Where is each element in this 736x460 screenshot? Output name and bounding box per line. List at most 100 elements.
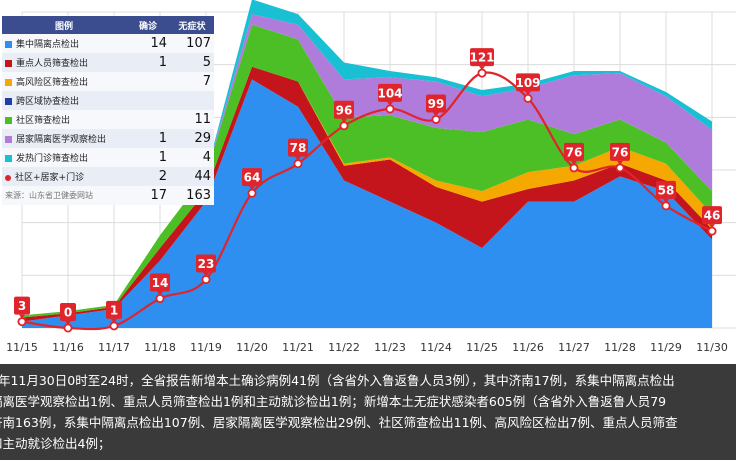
- data-label-box: [334, 100, 354, 119]
- caption-bar: 2年11月30日0时至24时，全省报告新增本土确诊病例41例（含省外入鲁返鲁人员…: [0, 364, 736, 460]
- data-label-box: [378, 83, 402, 102]
- data-label-text: 109: [515, 76, 540, 90]
- legend-confirmed: 1: [158, 55, 167, 70]
- area-series: [22, 79, 712, 328]
- data-label-pointer: [341, 118, 347, 123]
- legend-header-confirmed: 确诊: [126, 16, 170, 34]
- trend-point: [615, 163, 625, 173]
- x-tick-label: 11/22: [328, 341, 360, 354]
- total-confirmed: 17: [150, 188, 167, 203]
- data-label-text: 23: [198, 257, 215, 271]
- data-label-pointer: [433, 112, 439, 117]
- legend-label: 社区筛查检出: [16, 116, 71, 126]
- x-tick-label: 11/26: [512, 341, 544, 354]
- trend-point: [431, 114, 441, 124]
- x-tick-label: 11/23: [374, 341, 406, 354]
- trend-point: [385, 104, 395, 114]
- data-label: 0: [60, 303, 76, 325]
- data-label-text: 121: [469, 51, 494, 65]
- data-label: 99: [426, 94, 446, 117]
- trend-point: [707, 226, 717, 236]
- trend-line-path: [21, 71, 713, 331]
- x-tick-label: 11/27: [558, 341, 590, 354]
- legend-label: 社区+居家+门诊: [15, 173, 85, 183]
- data-label-text: 76: [566, 145, 583, 159]
- data-label-text: 0: [64, 306, 72, 320]
- source-note: 来源：山东省卫健委网站: [5, 191, 93, 200]
- legend-swatch: [5, 41, 12, 48]
- trend-point: [247, 188, 257, 198]
- legend-confirmed: 14: [150, 36, 167, 51]
- data-label-pointer: [157, 291, 163, 296]
- legend-confirmed: 1: [158, 150, 167, 165]
- data-label-pointer: [111, 318, 117, 323]
- data-label-box: [196, 254, 216, 273]
- legend-label: 集中隔离点检出: [16, 40, 80, 50]
- legend-asymptomatic: [170, 91, 214, 110]
- data-label: 1: [106, 300, 122, 323]
- caption-line: 隔离医学观察检出1例、重点人员筛查检出1例和主动就诊检出1例；新增本土无症状感染…: [0, 394, 667, 409]
- data-label-text: 96: [336, 103, 353, 117]
- data-label-text: 46: [704, 209, 721, 223]
- legend-row: 跨区域协查检出: [2, 91, 214, 110]
- data-label: 78: [288, 138, 308, 161]
- trend-point: [109, 321, 119, 331]
- legend-table: 图例 确诊 无症状 集中隔离点检出 14 107 重点人员筛查检出 1 5 高风…: [2, 16, 214, 205]
- data-label: 23: [196, 254, 216, 277]
- data-label-text: 76: [612, 145, 629, 159]
- data-label-text: 3: [18, 299, 26, 313]
- x-tick-label: 11/30: [696, 341, 728, 354]
- legend-row: 高风险区筛查检出 7: [2, 72, 214, 91]
- legend-confirmed: 2: [158, 169, 167, 184]
- data-label-pointer: [295, 156, 301, 161]
- legend-row: 集中隔离点检出 14 107: [2, 34, 214, 53]
- x-tick-label: 11/25: [466, 341, 498, 354]
- legend-confirmed: [126, 110, 170, 129]
- data-label-text: 104: [377, 86, 402, 100]
- data-label-pointer: [571, 160, 577, 165]
- legend-confirmed: [126, 72, 170, 91]
- legend-label: 高风险区筛查检出: [16, 78, 89, 88]
- x-tick-label: 11/20: [236, 341, 268, 354]
- data-label-box: [702, 206, 722, 225]
- data-label-pointer: [387, 101, 393, 106]
- data-label: 58: [656, 180, 676, 203]
- legend-row: 社区筛查检出 11: [2, 110, 214, 129]
- trend-point: [17, 317, 27, 327]
- legend-asymptomatic: 29: [194, 131, 211, 146]
- x-axis: 11/15 11/16 11/17 11/18 11/19 11/20 11/21 11/22…: [6, 341, 728, 354]
- data-label: 76: [564, 142, 584, 165]
- data-label: 96: [334, 100, 354, 123]
- trend-point: [477, 68, 487, 78]
- caption-line: 济南163例，系集中隔离点检出107例、居家隔离医学观察检出29例、社区筛查检出…: [0, 415, 678, 430]
- trend-point: [293, 159, 303, 169]
- data-label: 64: [242, 168, 262, 191]
- data-label: 46: [702, 206, 722, 229]
- data-label-pointer: [19, 314, 25, 319]
- legend-swatch: [5, 79, 12, 86]
- data-label-pointer: [203, 272, 209, 277]
- legend-label: 发热门诊筛查检出: [16, 154, 89, 164]
- legend-asymptomatic: 107: [186, 36, 211, 51]
- data-label-text: 1: [110, 303, 118, 317]
- caption-line: 2年11月30日0时至24时，全省报告新增本土确诊病例41例（含省外入鲁返鲁人员…: [0, 373, 675, 388]
- data-label: 109: [515, 73, 541, 96]
- legend-asymptomatic: 4: [202, 150, 211, 165]
- data-label-box: [150, 273, 170, 292]
- data-label-box: [516, 73, 540, 92]
- trend-point: [63, 323, 73, 333]
- data-label-text: 99: [428, 97, 445, 111]
- data-label-pointer: [479, 66, 485, 71]
- data-label-box: [470, 48, 494, 67]
- trend-line: [17, 68, 717, 333]
- area-series: [22, 66, 712, 322]
- legend-label: 重点人员筛查检出: [16, 59, 89, 69]
- data-label-text: 64: [244, 171, 261, 185]
- data-label-box: [242, 168, 262, 187]
- legend-row: 重点人员筛查检出 1 5: [2, 53, 214, 72]
- legend-swatch: [5, 98, 12, 105]
- data-label-box: [426, 94, 446, 113]
- data-label-text: 78: [290, 141, 307, 155]
- x-tick-label: 11/15: [6, 341, 38, 354]
